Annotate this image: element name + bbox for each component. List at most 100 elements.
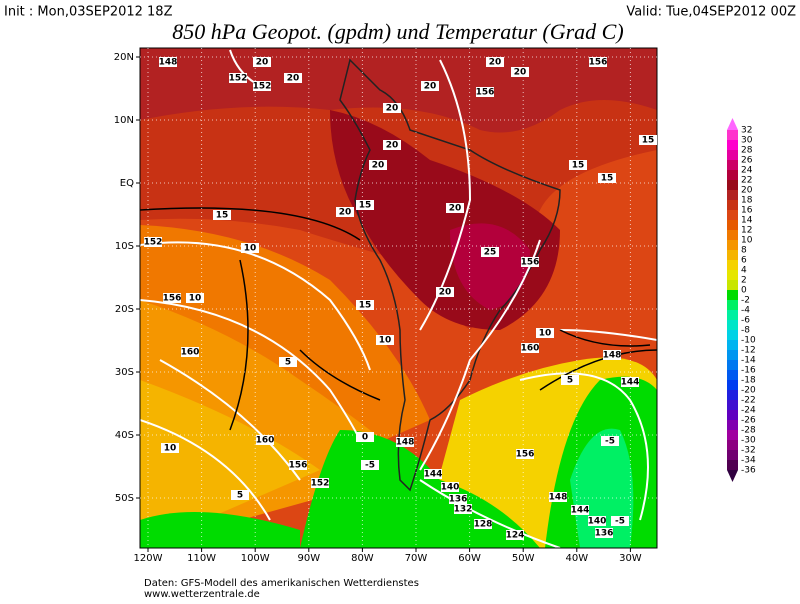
contour-label: -5: [365, 461, 375, 471]
contour-label: 152: [144, 238, 163, 248]
contour-label-bg: [186, 293, 204, 303]
contour-label: 20: [386, 141, 399, 151]
contour-label-bg: [481, 247, 499, 257]
map-field: [140, 48, 657, 548]
colorbar-label: 14: [741, 216, 753, 226]
colorbar-cell: [727, 400, 738, 410]
contour-label: 136: [449, 495, 468, 505]
colorbar-label: 16: [741, 206, 753, 216]
lon-label: 70W: [405, 553, 428, 564]
colorbar-label: -26: [741, 416, 756, 426]
colorbar-label: -36: [741, 466, 756, 476]
lon-label: 50W: [512, 553, 535, 564]
contour-label: 20: [439, 288, 452, 298]
contour-label: 20: [256, 58, 269, 68]
contour-label-bg: [383, 103, 401, 113]
lat-label: 30S: [115, 367, 134, 378]
contour-label-bg: [603, 350, 621, 360]
contour-label: 140: [441, 483, 460, 493]
contour-label: 160: [256, 436, 275, 446]
contour-label-bg: [449, 494, 467, 504]
colorbar-label: 24: [741, 166, 753, 176]
contour-label-bg: [474, 519, 492, 529]
colorbar-label: -16: [741, 366, 756, 376]
colorbar-cell: [727, 130, 738, 140]
contour-label-bg: [549, 492, 567, 502]
colorbar-label: 20: [741, 186, 753, 196]
contour-label-bg: [213, 210, 231, 220]
contour-label-bg: [536, 328, 554, 338]
footer-site: www.wetterzentrale.de: [144, 589, 260, 600]
contour-label: 20: [424, 82, 437, 92]
colorbar-label: -4: [741, 306, 750, 316]
contour-label-bg: [256, 435, 274, 445]
colorbar-cell: [727, 450, 738, 460]
lat-label: EQ: [120, 178, 134, 189]
colorbar-cell: [727, 270, 738, 280]
contour-label: 152: [253, 82, 272, 92]
colorbar-cell: [727, 420, 738, 430]
contour-label-bg: [284, 73, 302, 83]
valid-time: Valid: Tue,04SEP2012 00Z: [626, 5, 796, 20]
lon-label: 110W: [187, 553, 216, 564]
contour-label: 25: [484, 248, 497, 258]
colorbar-cell: [727, 200, 738, 210]
contour-label: 148: [159, 58, 178, 68]
colorbar-label: 6: [741, 256, 747, 266]
colorbar-cell: [727, 160, 738, 170]
footer-source: Daten: GFS-Modell des amerikanischen Wet…: [144, 578, 419, 589]
colorbar-cell: [727, 240, 738, 250]
contour-label-bg: [253, 81, 271, 91]
lon-label: 90W: [297, 553, 320, 564]
contour-label-bg: [511, 67, 529, 77]
contour-label-bg: [601, 436, 619, 446]
contour-label-bg: [253, 57, 271, 67]
colorbar-cell: [727, 350, 738, 360]
colorbar-cell: [727, 430, 738, 440]
colorbar-label: -10: [741, 336, 756, 346]
contour-label-bg: [396, 437, 414, 447]
contour-label: 156: [476, 88, 495, 98]
colorbar-cell: [727, 330, 738, 340]
contour-label-bg: [454, 504, 472, 514]
colorbar-cell: [727, 220, 738, 230]
map-title: 850 hPa Geopot. (gpdm) und Temperatur (G…: [172, 19, 623, 44]
contour-label: 152: [311, 479, 330, 489]
contour-label: -5: [615, 517, 625, 527]
colorbar-label: 32: [741, 126, 752, 136]
contour-label-bg: [589, 57, 607, 67]
colorbar-label: -30: [741, 436, 756, 446]
contour-label-bg: [361, 460, 379, 470]
colorbar-cell: [727, 170, 738, 180]
colorbar-label: 18: [741, 196, 753, 206]
map-frame: [139, 47, 658, 549]
colorbar-label: -6: [741, 316, 750, 326]
contour-label: 15: [359, 301, 372, 311]
colorbar-label: 28: [741, 146, 753, 156]
contour-label-bg: [506, 530, 524, 540]
colorbar-label: -24: [741, 406, 756, 416]
colorbar-cell: [727, 260, 738, 270]
contour-label: 5: [237, 491, 243, 501]
contour-label: 156: [516, 450, 535, 460]
contour-label-bg: [289, 460, 307, 470]
colorbar-cell: [727, 300, 738, 310]
contour-label: 15: [572, 161, 585, 171]
contour-label: 10: [539, 329, 552, 339]
colorbar-label: -28: [741, 426, 756, 436]
contour-label-bg: [144, 237, 162, 247]
lon-label: 100W: [241, 553, 270, 564]
contour-label: 144: [621, 378, 640, 388]
colorbar-cell: [727, 150, 738, 160]
contour-label-bg: [241, 243, 259, 253]
lat-label: 10N: [114, 115, 134, 126]
contour-label-bg: [521, 257, 539, 267]
contour-label: 160: [521, 344, 540, 354]
contour-label: 128: [474, 520, 493, 530]
contour-label: 15: [359, 201, 372, 211]
lon-label: 60W: [458, 553, 481, 564]
contour-label: 5: [285, 358, 291, 368]
contour-label: 5: [567, 376, 573, 386]
contour-label: 20: [339, 208, 352, 218]
